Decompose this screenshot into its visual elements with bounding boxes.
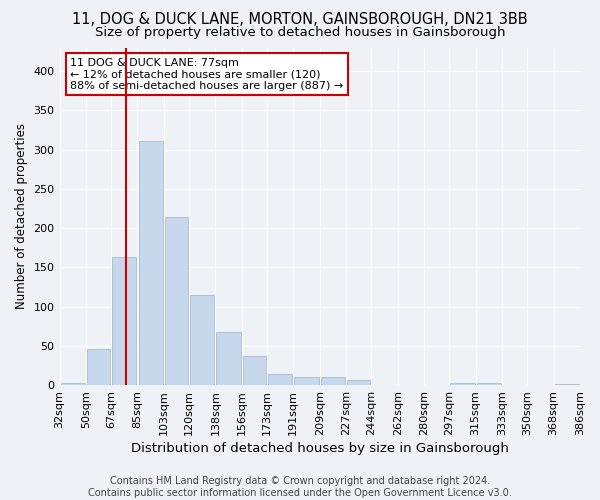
Text: 11, DOG & DUCK LANE, MORTON, GAINSBOROUGH, DN21 3BB: 11, DOG & DUCK LANE, MORTON, GAINSBOROUG… — [72, 12, 528, 28]
Bar — [321, 377, 345, 385]
Text: Contains HM Land Registry data © Crown copyright and database right 2024.
Contai: Contains HM Land Registry data © Crown c… — [88, 476, 512, 498]
Bar — [165, 217, 188, 385]
Bar — [476, 384, 501, 385]
Bar — [190, 295, 214, 385]
Text: Size of property relative to detached houses in Gainsborough: Size of property relative to detached ho… — [95, 26, 505, 39]
Bar — [268, 374, 292, 385]
Bar — [450, 382, 475, 385]
Bar — [61, 382, 85, 385]
Bar — [295, 377, 319, 385]
Bar — [87, 349, 110, 385]
Bar — [347, 380, 370, 385]
Text: 11 DOG & DUCK LANE: 77sqm
← 12% of detached houses are smaller (120)
88% of semi: 11 DOG & DUCK LANE: 77sqm ← 12% of detac… — [70, 58, 343, 91]
Bar — [554, 384, 579, 385]
Bar — [112, 257, 136, 385]
Bar — [217, 332, 241, 385]
Bar — [243, 356, 266, 385]
X-axis label: Distribution of detached houses by size in Gainsborough: Distribution of detached houses by size … — [131, 442, 509, 455]
Bar — [139, 141, 163, 385]
Y-axis label: Number of detached properties: Number of detached properties — [15, 124, 28, 310]
